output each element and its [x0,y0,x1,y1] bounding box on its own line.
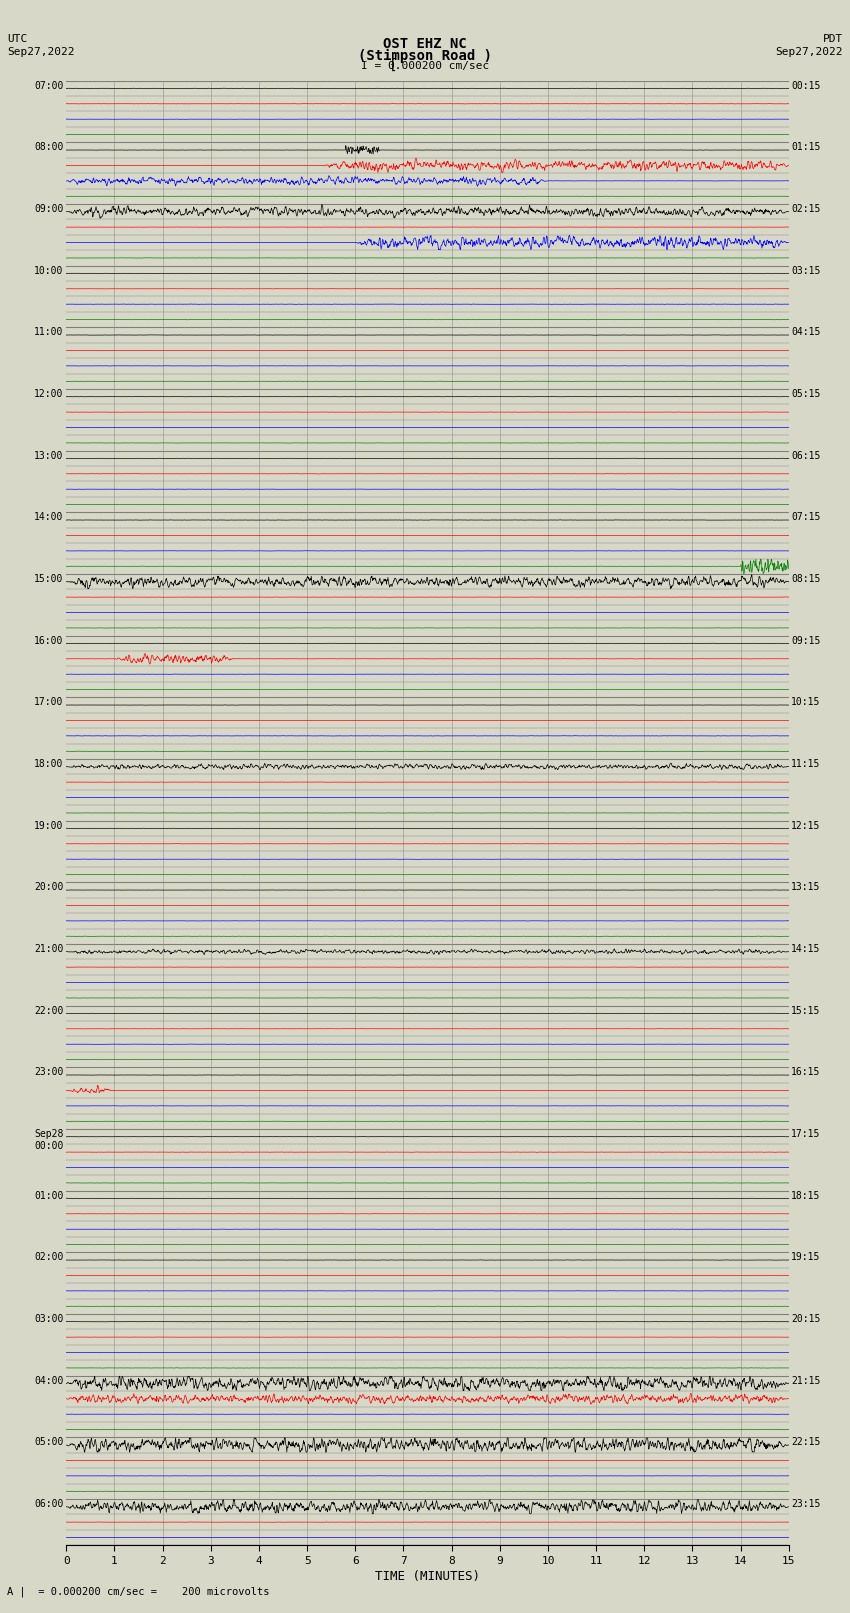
Text: I = 0.000200 cm/sec: I = 0.000200 cm/sec [361,61,489,71]
Text: 02:00: 02:00 [34,1252,64,1263]
Text: 00:15: 00:15 [791,81,820,90]
Text: 18:15: 18:15 [791,1190,820,1200]
Text: 10:15: 10:15 [791,697,820,708]
Text: 13:00: 13:00 [34,450,64,461]
Text: 05:00: 05:00 [34,1437,64,1447]
Text: 22:00: 22:00 [34,1005,64,1016]
Text: OST EHZ NC: OST EHZ NC [383,37,467,52]
Text: 05:15: 05:15 [791,389,820,398]
Text: 01:00: 01:00 [34,1190,64,1200]
Text: 06:00: 06:00 [34,1498,64,1510]
Text: 11:00: 11:00 [34,327,64,337]
Text: 14:00: 14:00 [34,513,64,523]
Text: 09:15: 09:15 [791,636,820,645]
Text: 01:15: 01:15 [791,142,820,152]
Text: 07:00: 07:00 [34,81,64,90]
Text: 15:15: 15:15 [791,1005,820,1016]
Text: 16:00: 16:00 [34,636,64,645]
Text: 19:15: 19:15 [791,1252,820,1263]
Text: 06:15: 06:15 [791,450,820,461]
Text: 23:15: 23:15 [791,1498,820,1510]
Text: Sep27,2022: Sep27,2022 [7,47,74,56]
Text: UTC: UTC [7,34,27,44]
Text: 13:15: 13:15 [791,882,820,892]
Text: 03:15: 03:15 [791,266,820,276]
Text: 04:15: 04:15 [791,327,820,337]
Text: 21:15: 21:15 [791,1376,820,1386]
Text: 10:00: 10:00 [34,266,64,276]
Text: 23:00: 23:00 [34,1068,64,1077]
Text: 19:00: 19:00 [34,821,64,831]
Text: 08:15: 08:15 [791,574,820,584]
Text: 17:00: 17:00 [34,697,64,708]
Text: 12:00: 12:00 [34,389,64,398]
Text: 20:15: 20:15 [791,1315,820,1324]
Text: (Stimpson Road ): (Stimpson Road ) [358,48,492,63]
Text: 22:15: 22:15 [791,1437,820,1447]
X-axis label: TIME (MINUTES): TIME (MINUTES) [375,1569,480,1582]
Text: Sep28
00:00: Sep28 00:00 [34,1129,64,1150]
Text: 08:00: 08:00 [34,142,64,152]
Text: A |  = 0.000200 cm/sec =    200 microvolts: A | = 0.000200 cm/sec = 200 microvolts [7,1586,269,1597]
Text: PDT: PDT [823,34,843,44]
Text: 12:15: 12:15 [791,821,820,831]
Text: [: [ [388,58,397,73]
Text: 18:00: 18:00 [34,760,64,769]
Text: Sep27,2022: Sep27,2022 [776,47,843,56]
Text: 03:00: 03:00 [34,1315,64,1324]
Text: 09:00: 09:00 [34,203,64,215]
Text: 11:15: 11:15 [791,760,820,769]
Text: 16:15: 16:15 [791,1068,820,1077]
Text: 07:15: 07:15 [791,513,820,523]
Text: 17:15: 17:15 [791,1129,820,1139]
Text: 20:00: 20:00 [34,882,64,892]
Text: 02:15: 02:15 [791,203,820,215]
Text: 14:15: 14:15 [791,944,820,953]
Text: 21:00: 21:00 [34,944,64,953]
Text: 15:00: 15:00 [34,574,64,584]
Text: 04:00: 04:00 [34,1376,64,1386]
